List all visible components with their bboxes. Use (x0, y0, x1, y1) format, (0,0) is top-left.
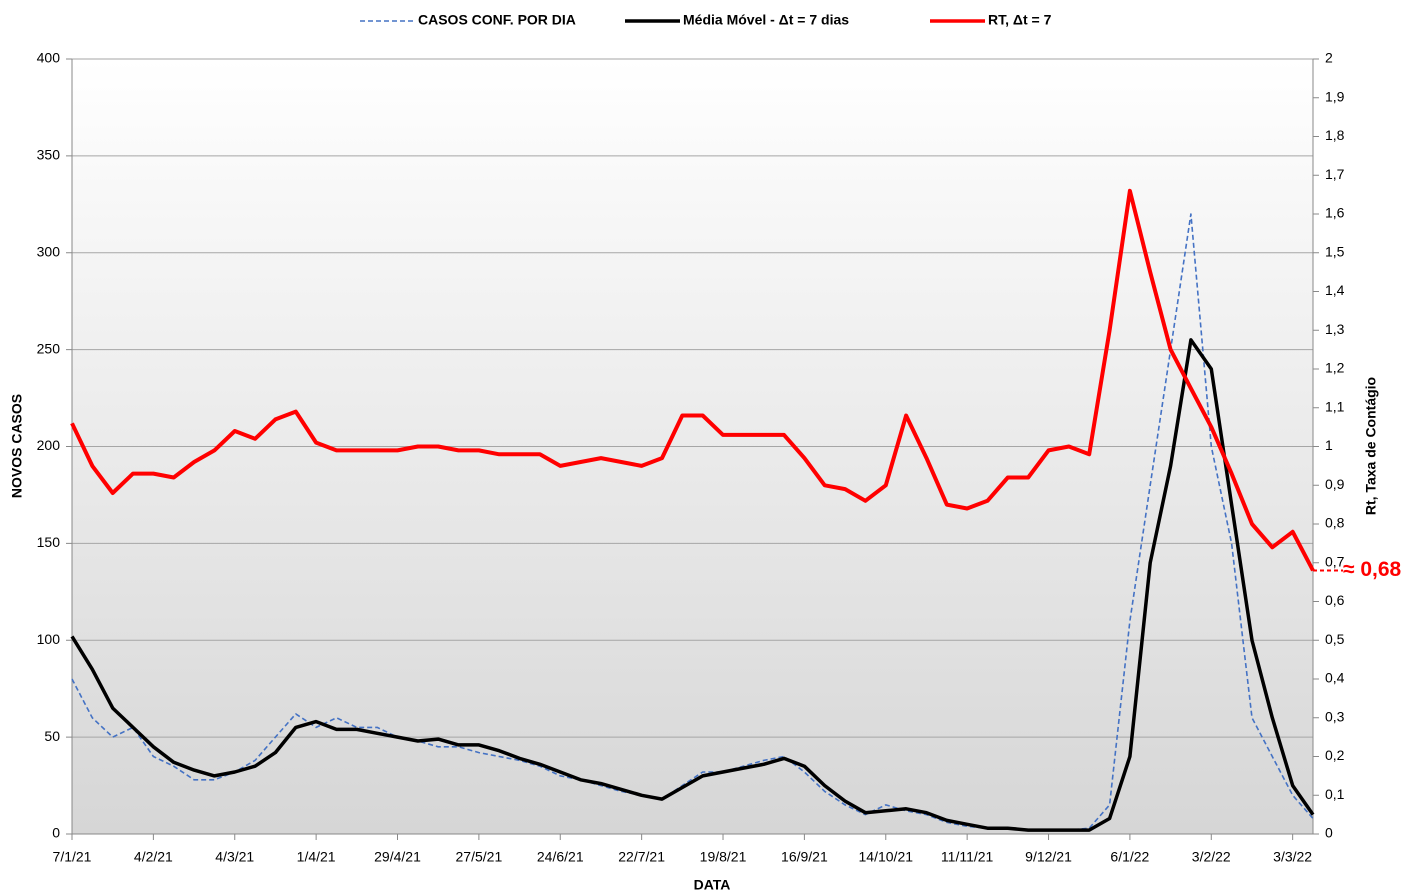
x-tick-label: 19/8/21 (700, 849, 747, 865)
y-tick-label: 350 (37, 147, 61, 163)
x-tick-label: 9/12/21 (1025, 849, 1072, 865)
y2-tick-label: 0,9 (1325, 476, 1345, 492)
series-line (70, 188, 1315, 572)
y2-tick-label: 0 (1325, 825, 1333, 841)
y2-tick-label: 2 (1325, 50, 1333, 66)
x-tick-label: 1/4/21 (297, 849, 336, 865)
x-tick-label: 27/5/21 (456, 849, 503, 865)
series-line (71, 213, 1314, 831)
y-tick-label: 250 (37, 340, 61, 356)
y-tick-label: 0 (52, 825, 60, 841)
x-tick-label: 29/4/21 (374, 849, 421, 865)
y-axis-label: NOVOS CASOS (9, 394, 25, 498)
x-tick-label: 3/3/22 (1273, 849, 1312, 865)
y2-tick-label: 1,6 (1325, 205, 1345, 221)
y-tick-label: 400 (37, 50, 61, 66)
y-tick-label: 150 (37, 534, 61, 550)
x-tick-label: 7/1/21 (53, 849, 92, 865)
y2-tick-label: 0,5 (1325, 631, 1345, 647)
x-tick-label: 6/1/22 (1110, 849, 1149, 865)
y2-tick-label: 0,7 (1325, 553, 1345, 569)
y2-tick-label: 0,6 (1325, 592, 1345, 608)
x-tick-label: 24/6/21 (537, 849, 584, 865)
x-tick-label: 16/9/21 (781, 849, 828, 865)
y2-tick-label: 0,4 (1325, 670, 1345, 686)
y2-tick-label: 1,5 (1325, 243, 1345, 259)
y2-tick-label: 1,4 (1325, 282, 1345, 298)
y2-tick-label: 1,7 (1325, 166, 1345, 182)
y-tick-label: 300 (37, 243, 61, 259)
x-tick-label: 11/11/21 (941, 849, 994, 865)
legend-label: Média Móvel - Δt = 7 dias (683, 12, 849, 28)
y-tick-label: 50 (44, 728, 60, 744)
y2-tick-label: 1,8 (1325, 127, 1345, 143)
x-tick-label: 22/7/21 (618, 849, 665, 865)
series-line (70, 338, 1315, 832)
y2-tick-label: 1,3 (1325, 321, 1345, 337)
legend-label: CASOS CONF. POR DIA (418, 12, 576, 28)
y-tick-label: 100 (37, 631, 61, 647)
y2-tick-label: 0,2 (1325, 747, 1345, 763)
x-tick-label: 4/3/21 (215, 849, 254, 865)
y2-tick-label: 0,1 (1325, 786, 1345, 802)
x-tick-label: 4/2/21 (134, 849, 173, 865)
y2-tick-label: 1,2 (1325, 360, 1345, 376)
y2-axis-label: Rt, Taxa de Contágio (1363, 377, 1379, 515)
y-tick-label: 200 (37, 437, 61, 453)
y2-tick-label: 1 (1325, 437, 1333, 453)
y2-tick-label: 0,3 (1325, 708, 1345, 724)
x-tick-label: 14/10/21 (859, 849, 914, 865)
y2-tick-label: 1,9 (1325, 88, 1345, 104)
y2-tick-label: 0,8 (1325, 515, 1345, 531)
y2-tick-label: 1,1 (1325, 398, 1345, 414)
annotation: ≈ 0,68 (1343, 558, 1402, 581)
x-tick-label: 3/2/22 (1192, 849, 1231, 865)
x-axis-label: DATA (694, 877, 731, 893)
legend-label: RT, Δt = 7 (988, 12, 1052, 28)
